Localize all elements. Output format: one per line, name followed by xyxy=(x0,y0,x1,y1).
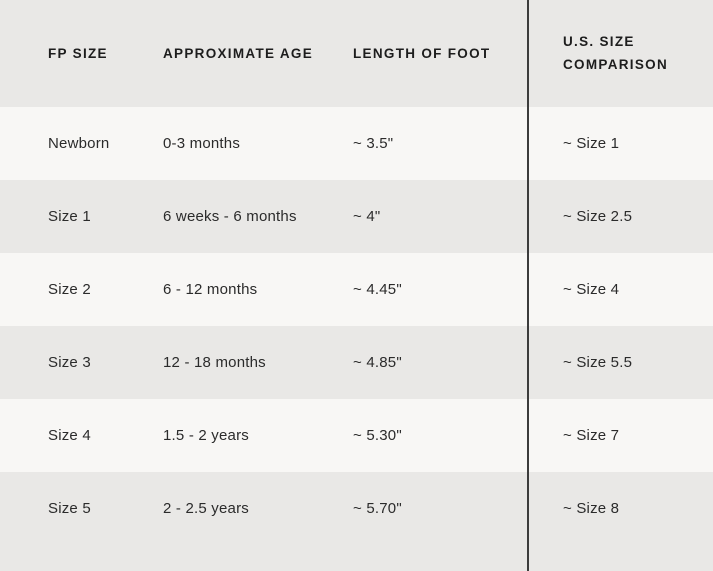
cell-fp-size: Newborn xyxy=(48,135,110,152)
cell-length-of-foot: ~ 5.30" xyxy=(353,427,402,444)
cell-fp-size: Size 2 xyxy=(48,281,91,298)
cell-us-size-comparison: ~ Size 2.5 xyxy=(563,207,633,225)
table-row: Size 1 6 weeks - 6 months ~ 4" ~ Size 2.… xyxy=(0,180,713,253)
table-row: Size 2 6 - 12 months ~ 4.45" ~ Size 4 xyxy=(0,253,713,326)
table-row: Size 5 2 - 2.5 years ~ 5.70" ~ Size 8 xyxy=(0,472,713,545)
cell-us-size-comparison: ~ Size 7 xyxy=(563,426,620,444)
cell-us-size-comparison: ~ Size 5.5 xyxy=(563,353,633,371)
cell-fp-size: Size 3 xyxy=(48,354,91,371)
cell-length-of-foot: ~ 3.5" xyxy=(353,135,394,152)
cell-approximate-age: 2 - 2.5 years xyxy=(163,500,249,517)
cell-approximate-age: 1.5 - 2 years xyxy=(163,427,249,444)
column-divider xyxy=(527,0,529,571)
cell-us-size-comparison: ~ Size 4 xyxy=(563,280,620,298)
column-header-approximate-age: APPROXIMATE AGE xyxy=(163,46,314,61)
table-row: Size 3 12 - 18 months ~ 4.85" ~ Size 5.5 xyxy=(0,326,713,399)
cell-approximate-age: 0-3 months xyxy=(163,135,241,152)
cell-length-of-foot: ~ 5.70" xyxy=(353,500,402,517)
cell-length-of-foot: ~ 4.85" xyxy=(353,354,402,371)
table-row: Newborn 0-3 months ~ 3.5" ~ Size 1 xyxy=(0,107,713,180)
cell-length-of-foot: ~ 4.45" xyxy=(353,281,402,298)
cell-us-size-comparison: ~ Size 8 xyxy=(563,499,620,517)
cell-approximate-age: 6 - 12 months xyxy=(163,281,258,298)
cell-fp-size: Size 5 xyxy=(48,500,91,517)
cell-approximate-age: 12 - 18 months xyxy=(163,354,266,371)
cell-us-size-comparison: ~ Size 1 xyxy=(563,134,620,152)
header-row: FP SIZE APPROXIMATE AGE LENGTH OF FOOT U… xyxy=(0,0,713,107)
table-row: Size 4 1.5 - 2 years ~ 5.30" ~ Size 7 xyxy=(0,399,713,472)
column-header-length-of-foot: LENGTH OF FOOT xyxy=(353,46,491,61)
cell-fp-size: Size 4 xyxy=(48,427,91,444)
cell-length-of-foot: ~ 4" xyxy=(353,208,381,225)
cell-approximate-age: 6 weeks - 6 months xyxy=(163,208,297,225)
column-header-us-size-comparison: U.S. SIZE COMPARISON xyxy=(563,33,669,72)
column-header-fp-size: FP SIZE xyxy=(48,46,108,61)
cell-fp-size: Size 1 xyxy=(48,208,91,225)
